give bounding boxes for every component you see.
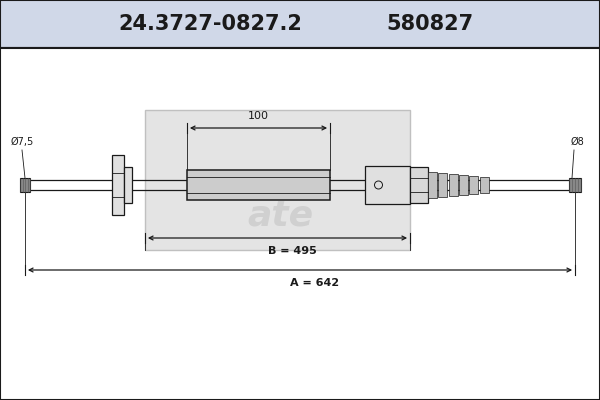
Bar xyxy=(365,166,410,204)
Text: Ø7,5: Ø7,5 xyxy=(10,137,34,147)
Bar xyxy=(0,0,600,48)
Text: A = 642: A = 642 xyxy=(290,278,340,288)
Bar xyxy=(145,110,410,250)
Text: 580827: 580827 xyxy=(386,14,473,34)
Bar xyxy=(124,167,132,203)
Bar xyxy=(459,175,468,195)
Bar xyxy=(20,178,30,192)
Bar xyxy=(410,167,428,203)
Text: 100: 100 xyxy=(248,111,269,121)
Bar xyxy=(569,178,581,192)
Bar xyxy=(439,173,448,197)
Bar xyxy=(112,155,124,215)
Bar xyxy=(187,170,330,200)
Text: B = 495: B = 495 xyxy=(268,246,317,256)
Text: 24.3727-0827.2: 24.3727-0827.2 xyxy=(118,14,302,34)
Bar xyxy=(0,48,600,400)
Bar xyxy=(479,177,489,193)
Bar xyxy=(469,176,478,194)
Text: ate: ate xyxy=(247,198,313,232)
Bar xyxy=(449,174,458,196)
Text: Ø8: Ø8 xyxy=(570,137,584,147)
Bar xyxy=(428,172,437,198)
